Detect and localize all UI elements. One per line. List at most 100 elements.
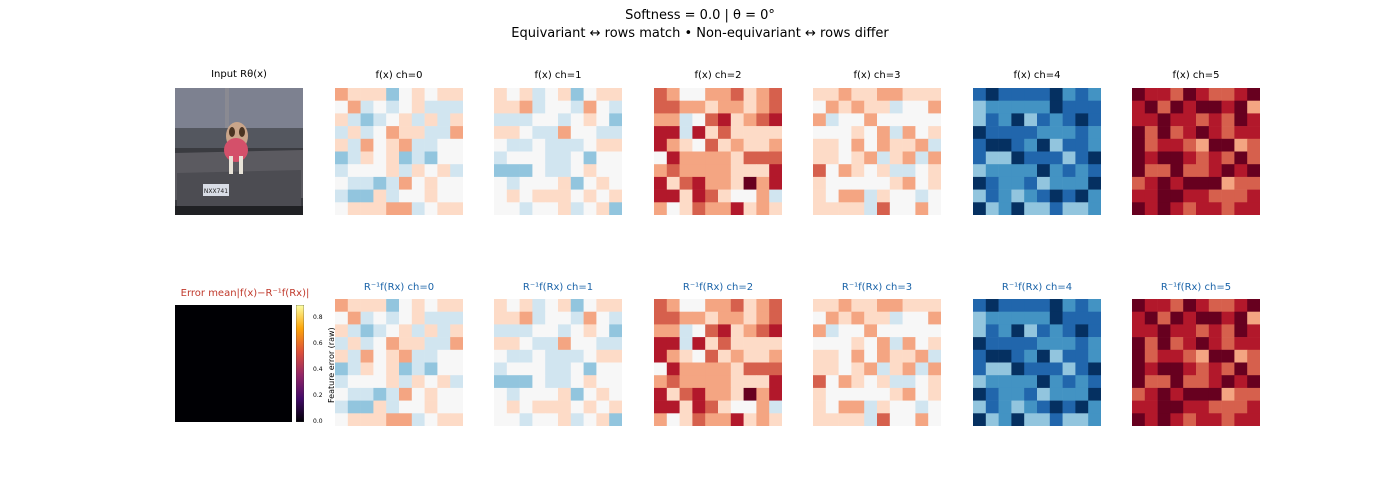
heatmap-cell: [609, 164, 622, 178]
heatmap-cell: [666, 413, 680, 426]
heatmap-cell: [360, 375, 374, 389]
heatmap-cell: [1075, 413, 1089, 426]
heatmap-cell: [877, 400, 891, 414]
heatmap-cell: [596, 164, 610, 178]
heatmap-cell: [666, 337, 680, 351]
heatmap-cell: [756, 324, 770, 338]
heatmap-cell: [373, 126, 387, 140]
heatmap-cell: [973, 349, 987, 363]
heatmap-cell: [915, 189, 929, 203]
heatmap-cell: [654, 202, 668, 215]
heatmap-cell: [558, 324, 572, 338]
heatmap-cell: [654, 164, 668, 178]
heatmap-cell: [1088, 349, 1101, 363]
heatmap-cell: [494, 138, 508, 152]
heatmap-cell: [1024, 362, 1038, 376]
heatmap-cell: [1011, 362, 1025, 376]
heatmap-cell: [1011, 413, 1025, 426]
heatmap-cell: [877, 413, 891, 426]
heatmap-cell: [985, 299, 999, 312]
heatmap-cell: [1024, 413, 1038, 426]
heatmap-cell: [347, 138, 361, 152]
heatmap-cell: [756, 176, 770, 190]
heatmap-cell: [494, 362, 508, 376]
heatmap-cell: [519, 151, 533, 165]
feature-heatmap: [335, 299, 463, 426]
heatmap-cell: [437, 362, 451, 376]
heatmap-cell: [838, 164, 852, 178]
heatmap-cell: [450, 189, 463, 203]
heatmap-cell: [889, 164, 903, 178]
heatmap-cell: [583, 113, 597, 127]
heatmap-cell: [1183, 311, 1197, 325]
heatmap-cell: [756, 400, 770, 414]
heatmap-cell: [1062, 337, 1076, 351]
heatmap-cell: [609, 138, 622, 152]
heatmap-cell: [998, 100, 1012, 114]
heatmap-cell: [1170, 189, 1184, 203]
heatmap-cell: [679, 349, 693, 363]
heatmap-cell: [973, 299, 987, 312]
heatmap-cell: [928, 337, 941, 351]
heatmap-cell: [973, 138, 987, 152]
heatmap-cell: [769, 387, 782, 401]
heatmap-cell: [1037, 299, 1051, 312]
heatmap-cell: [494, 176, 508, 190]
heatmap-cell: [1132, 362, 1146, 376]
heatmap-cell: [1049, 202, 1063, 215]
heatmap-cell: [902, 202, 916, 215]
heatmap-cell: [851, 413, 865, 426]
heatmap-cell: [1208, 202, 1222, 215]
heatmap-cell: [494, 126, 508, 140]
heatmap-cell: [494, 387, 508, 401]
heatmap-cell: [506, 400, 520, 414]
heatmap-cell: [1144, 324, 1158, 338]
heatmap-cell: [1157, 113, 1171, 127]
heatmap-cell: [902, 164, 916, 178]
heatmap-cell: [1234, 176, 1248, 190]
heatmap-cell: [1170, 311, 1184, 325]
heatmap-cell: [1062, 88, 1076, 101]
heatmap-cell: [902, 400, 916, 414]
heatmap-cell: [1196, 413, 1210, 426]
heatmap-cell: [889, 189, 903, 203]
heatmap-cell: [1011, 176, 1025, 190]
heatmap-cell: [1024, 299, 1038, 312]
heatmap-cell: [1221, 164, 1235, 178]
heatmap-cell: [437, 311, 451, 325]
heatmap-cell: [386, 164, 400, 178]
heatmap-cell: [1144, 400, 1158, 414]
heatmap-cell: [743, 164, 757, 178]
heatmap-cell: [583, 337, 597, 351]
heatmap-cell: [915, 138, 929, 152]
heatmap-cell: [915, 349, 929, 363]
heatmap-cell: [915, 100, 929, 114]
heatmap-cell: [1062, 311, 1076, 325]
heatmap-cell: [386, 176, 400, 190]
heatmap-cell: [609, 202, 622, 215]
heatmap-cell: [985, 311, 999, 325]
heatmap-cell: [1208, 311, 1222, 325]
heatmap-cell: [877, 126, 891, 140]
heatmap-cell: [373, 189, 387, 203]
heatmap-cell: [373, 337, 387, 351]
heatmap-cell: [609, 337, 622, 351]
heatmap-cell: [705, 324, 719, 338]
heatmap-cell: [1024, 176, 1038, 190]
heatmap-cell: [654, 100, 668, 114]
heatmap-cell: [1088, 151, 1101, 165]
heatmap-cell: [973, 100, 987, 114]
heatmap-cell: [347, 151, 361, 165]
heatmap-cell: [570, 375, 584, 389]
heatmap-cell: [851, 202, 865, 215]
heatmap-cell: [825, 138, 839, 152]
heatmap-cell: [1196, 324, 1210, 338]
heatmap-cell: [570, 299, 584, 312]
heatmap-cell: [1221, 176, 1235, 190]
heatmap-cell: [1234, 375, 1248, 389]
heatmap-cell: [399, 337, 413, 351]
heatmap-cell: [1011, 202, 1025, 215]
heatmap-cell: [743, 375, 757, 389]
heatmap-cell: [1208, 88, 1222, 101]
heatmap-cell: [666, 138, 680, 152]
